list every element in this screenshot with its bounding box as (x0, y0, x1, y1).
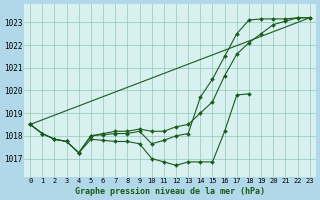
X-axis label: Graphe pression niveau de la mer (hPa): Graphe pression niveau de la mer (hPa) (75, 187, 265, 196)
